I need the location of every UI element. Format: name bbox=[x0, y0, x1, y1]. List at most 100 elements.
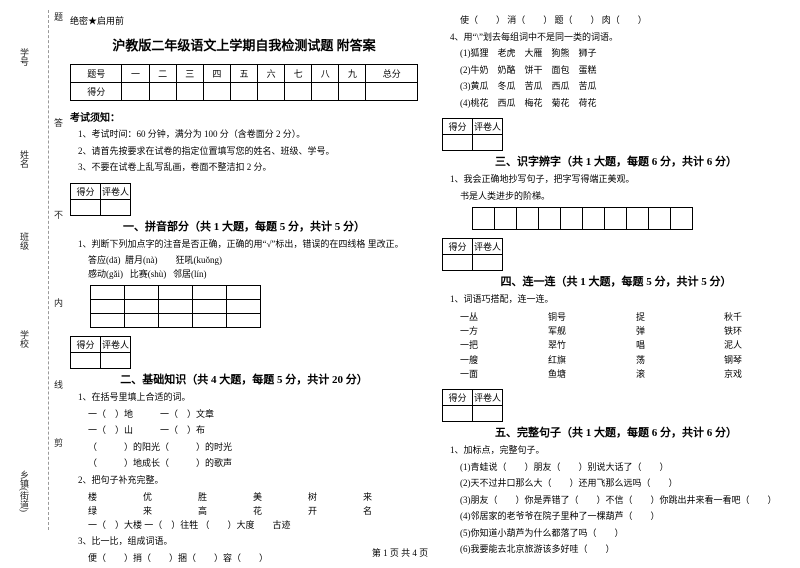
score-cell: 得分 bbox=[443, 119, 473, 135]
score-blank bbox=[149, 83, 176, 101]
score-cell: 得分 bbox=[443, 390, 473, 406]
head-cell: 题号 bbox=[71, 65, 122, 83]
match-word: 一方 bbox=[460, 324, 526, 338]
fill-item: 一（ ）地 一（ ）文章 bbox=[70, 408, 418, 422]
section-3-title: 三、识字辨字（共 1 大题，每题 6 分，共计 6 分） bbox=[442, 153, 790, 169]
head-cell: 二 bbox=[149, 65, 176, 83]
question-text: 1、词语巧搭配，连一连。 bbox=[442, 293, 790, 307]
vlabel-town: 乡镇(街道) bbox=[18, 470, 31, 512]
match-word: 一面 bbox=[460, 367, 526, 381]
head-cell: 六 bbox=[258, 65, 285, 83]
notice-item: 3、不要在试卷上乱写乱画，卷面不整洁扣 2 分。 bbox=[70, 161, 418, 175]
match-word: 弹 bbox=[636, 324, 702, 338]
match-word: 捉 bbox=[636, 310, 702, 324]
score-blank bbox=[176, 83, 203, 101]
char-row: 绿来高花开名 bbox=[70, 504, 418, 518]
vlabel-class: 班级 bbox=[18, 232, 31, 250]
head-cell: 一 bbox=[122, 65, 149, 83]
match-row: 一丛铜号捉秋千 bbox=[442, 310, 790, 324]
four-line-grid bbox=[90, 285, 261, 328]
fill-item: （ ）的阳光（ ）的时光 bbox=[70, 441, 418, 455]
section-score-box: 得分评卷人 bbox=[442, 238, 503, 271]
copy-sentence: 书是人类进步的阶梯。 bbox=[442, 190, 790, 204]
match-word: 唱 bbox=[636, 338, 702, 352]
notice-heading: 考试须知： bbox=[70, 109, 418, 124]
match-row: 一艘红旗荡钢琴 bbox=[442, 353, 790, 367]
right-column: 使（ ） 消（ ） 题（ ） 肉（ ） 4、用“\”划去每组词中不是同一类的词语… bbox=[442, 14, 790, 568]
match-word: 铁环 bbox=[724, 324, 790, 338]
section-4-title: 四、连一连（共 1 大题，每题 5 分，共计 5 分） bbox=[442, 273, 790, 289]
score-blank bbox=[312, 83, 339, 101]
score-blank bbox=[366, 83, 418, 101]
match-word: 铜号 bbox=[548, 310, 614, 324]
score-cell: 得分 bbox=[71, 337, 101, 353]
vlabel-num: 学号 bbox=[18, 48, 31, 66]
match-word: 军舰 bbox=[548, 324, 614, 338]
group-item: (1)狐狸 老虎 大雁 狗熊 狮子 bbox=[442, 47, 790, 61]
score-blank bbox=[258, 83, 285, 101]
match-row: 一方 军舰 弹 铁环 bbox=[442, 324, 790, 338]
match-word: 鱼塘 bbox=[548, 367, 614, 381]
head-cell: 总分 bbox=[366, 65, 418, 83]
head-cell: 七 bbox=[285, 65, 312, 83]
section-score-box: 得分评卷人 bbox=[70, 183, 131, 216]
left-column: 绝密★启用前 沪教版二年级语文上学期自我检测试题 附答案 题号一二三四五六七八九… bbox=[70, 14, 418, 568]
punct-item: (2)天不过井口那么大（ ）还用飞那么远吗（ ） bbox=[442, 477, 790, 491]
match-word: 秋千 bbox=[724, 310, 790, 324]
score-blank bbox=[339, 83, 366, 101]
head-cell: 八 bbox=[312, 65, 339, 83]
score-table: 题号一二三四五六七八九总分 得分 bbox=[70, 64, 418, 101]
match-word: 京戏 bbox=[724, 367, 790, 381]
section-score-box: 得分评卷人 bbox=[70, 336, 131, 369]
question-text: 4、用“\”划去每组词中不是同一类的词语。 bbox=[442, 31, 790, 45]
match-word: 一把 bbox=[460, 338, 526, 352]
head-cell: 三 bbox=[176, 65, 203, 83]
group-item: (3)黄瓜 冬瓜 苦瓜 西瓜 苦瓜 bbox=[442, 80, 790, 94]
grader-cell: 评卷人 bbox=[101, 183, 131, 199]
section-score-box: 得分评卷人 bbox=[442, 389, 503, 422]
exam-title: 沪教版二年级语文上学期自我检测试题 附答案 bbox=[70, 35, 418, 54]
section-5-title: 五、完整句子（共 1 大题，每题 6 分，共计 6 分） bbox=[442, 424, 790, 440]
score-blank bbox=[230, 83, 257, 101]
grader-cell: 评卷人 bbox=[473, 239, 503, 255]
vlabel: 答 bbox=[52, 118, 65, 127]
question-text: 2、把句子补充完整。 bbox=[70, 474, 418, 488]
question-text: 1、判断下列加点字的注音是否正确，正确的用“√”标出，错误的在四线格 里改正。 bbox=[70, 238, 418, 252]
binding-labels: 题 学号 答 姓名 不 班级 内 学校 线 剪 乡镇(街道) bbox=[6, 0, 62, 540]
question-text: 1、在括号里填上合适的词。 bbox=[70, 391, 418, 405]
vlabel: 线 bbox=[52, 380, 65, 389]
score-blank bbox=[122, 83, 149, 101]
section-score-box: 得分评卷人 bbox=[442, 118, 503, 151]
vlabel: 内 bbox=[52, 298, 65, 307]
page-footer: 第 1 页 共 4 页 bbox=[0, 546, 800, 559]
vlabel: 题 bbox=[52, 12, 65, 21]
grader-cell: 评卷人 bbox=[473, 119, 503, 135]
score-label: 得分 bbox=[71, 83, 122, 101]
punct-item: (4)邻居家的老爷爷在院子里种了一棵葫芦（ ） bbox=[442, 510, 790, 524]
section-1-title: 一、拼音部分（共 1 大题，每题 5 分，共计 5 分） bbox=[70, 218, 418, 234]
pinyin-options: 答应(dā) 腊月(nà) 狂吼(kuǒng) 感动(gǎi) 比赛(shù) … bbox=[70, 254, 418, 281]
section-2-title: 二、基础知识（共 4 大题，每题 5 分，共计 20 分） bbox=[70, 371, 418, 387]
score-blank bbox=[285, 83, 312, 101]
vlabel: 不 bbox=[52, 210, 65, 219]
char-row: 楼优胜美树来 bbox=[70, 490, 418, 504]
match-word: 钢琴 bbox=[724, 353, 790, 367]
match-row: 一面 鱼塘 滚 京戏 bbox=[442, 367, 790, 381]
match-word: 滚 bbox=[636, 367, 702, 381]
head-cell: 四 bbox=[203, 65, 230, 83]
vlabel: 剪 bbox=[52, 438, 65, 447]
match-word: 红旗 bbox=[548, 353, 614, 367]
grader-cell: 评卷人 bbox=[101, 337, 131, 353]
punct-item: (1)青蛙说（ ）朋友（ ）别说大话了（ ） bbox=[442, 461, 790, 475]
score-cell: 得分 bbox=[443, 239, 473, 255]
head-cell: 五 bbox=[230, 65, 257, 83]
grader-cell: 评卷人 bbox=[473, 390, 503, 406]
match-word: 泥人 bbox=[724, 338, 790, 352]
notice-item: 2、请首先按要求在试卷的指定位置填写您的姓名、班级、学号。 bbox=[70, 145, 418, 159]
punct-item: (5)你知道小葫芦为什么都落了吗（ ） bbox=[442, 527, 790, 541]
match-row: 一把翠竹唱泥人 bbox=[442, 338, 790, 352]
page-content: 绝密★启用前 沪教版二年级语文上学期自我检测试题 附答案 题号一二三四五六七八九… bbox=[70, 14, 790, 568]
tian-grid bbox=[472, 207, 693, 230]
vlabel-school: 学校 bbox=[18, 330, 31, 348]
fill-item: （ ）地成长（ ）的歌声 bbox=[70, 457, 418, 471]
